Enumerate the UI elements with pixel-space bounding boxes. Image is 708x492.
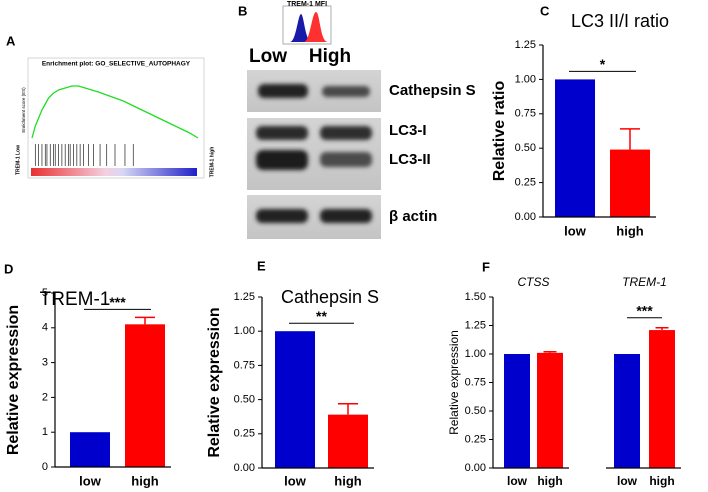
y-tick-label: 3 (42, 357, 48, 369)
y-tick-label: 5 (42, 287, 48, 299)
group-label: TREM-1 (622, 275, 667, 289)
error-bar (543, 350, 557, 353)
y-tick-label: 0.00 (234, 462, 255, 474)
y-tick-label: 1.00 (234, 325, 255, 337)
bar (614, 354, 640, 468)
y-tick-label: 1.00 (465, 348, 486, 360)
x-tick-label: high (537, 474, 562, 488)
panel-letter: E (257, 258, 266, 273)
significance: ** (316, 308, 327, 324)
y-tick-label: 4 (42, 322, 48, 334)
y-tick-label: 0 (42, 461, 48, 473)
x-tick-label: high (131, 473, 158, 488)
panel-letter: A (6, 33, 16, 48)
x-tick-label: low (617, 474, 638, 488)
blot-actin (247, 195, 381, 239)
blot-lc3 (247, 118, 381, 190)
histogram-high (304, 12, 328, 42)
bar (610, 149, 650, 217)
y-tick-label: 1.25 (234, 291, 255, 303)
error-bar (655, 327, 669, 331)
group-label: High (309, 46, 351, 67)
rank-gradient (31, 168, 197, 176)
enrichment-frame (27, 57, 205, 179)
bar (504, 354, 530, 468)
x-tick-label: high (334, 473, 361, 488)
y-axis-label: Relative ratio (491, 81, 508, 182)
y-tick-label: 0.25 (515, 177, 536, 189)
y-tick-label: 0.50 (515, 142, 536, 154)
high-label: TREM-1 high (209, 147, 215, 178)
error-bar (620, 128, 640, 150)
chart-title: Enrichment plot: GO_SELECTIVE_AUTOPHAGY (42, 61, 191, 68)
y-tick-label: 0.75 (515, 108, 536, 120)
x-tick-label: low (507, 474, 528, 488)
y-tick-label: 0.50 (465, 405, 486, 417)
x-tick-label: high (649, 474, 674, 488)
panel-letter: D (4, 261, 13, 276)
y-tick-label: 1.25 (465, 319, 486, 331)
y-tick-label: 2 (42, 391, 48, 403)
x-tick-label: low (79, 473, 102, 488)
group-label: CTSS (517, 275, 549, 289)
y-tick-label: 0.00 (465, 462, 486, 474)
x-tick-label: low (284, 473, 307, 488)
error-bar (135, 316, 155, 325)
bar (70, 432, 110, 467)
x-tick-label: low (564, 223, 587, 238)
bar (275, 331, 315, 468)
x-tick-label: high (616, 223, 643, 238)
panel-letter: C (540, 3, 550, 18)
bar (328, 414, 368, 468)
y-tick-label: 0.75 (234, 359, 255, 371)
y-tick-label: 0.75 (465, 376, 486, 388)
y-tick-label: 0.50 (234, 394, 255, 406)
bar (649, 330, 675, 468)
y-axis-label: Relative expression (5, 305, 22, 455)
y-tick-label: 0.25 (234, 428, 255, 440)
panel-letter: F (482, 259, 490, 274)
y-tick-label: 0.25 (465, 433, 486, 445)
chart-title: Cathepsin S (281, 287, 379, 307)
enrichment-line (31, 85, 199, 139)
low-label: TREM-1 Low (15, 145, 21, 175)
y-axis-label: Relative expression (447, 330, 461, 435)
inset-title: TREM-1 MFI (287, 1, 327, 8)
chart-title: LC3 II/I ratio (571, 11, 669, 31)
error-bar (338, 402, 358, 415)
significance: * (600, 56, 606, 72)
y-axis-label: Enrichment score (ES) (21, 87, 26, 133)
y-tick-label: 1.50 (465, 291, 486, 303)
panel-letter: B (238, 3, 247, 18)
y-tick-label: 1.25 (515, 39, 536, 51)
band-label: LC3-II (389, 151, 431, 168)
bar (125, 324, 165, 467)
bar (555, 79, 595, 218)
chart-title: TREM-1 (40, 289, 111, 310)
band-label: Cathepsin S (389, 82, 476, 99)
band-label: LC3-I (389, 122, 427, 139)
band-label: β actin (389, 208, 437, 225)
bar (537, 352, 563, 468)
histogram-low (290, 14, 312, 42)
significance: *** (109, 294, 126, 310)
blot-cathepsin (247, 70, 381, 112)
significance: *** (636, 302, 653, 318)
y-tick-label: 1 (42, 426, 48, 438)
group-label: Low (249, 46, 287, 67)
y-axis-label: Relative expression (206, 307, 223, 457)
y-tick-label: 0.00 (515, 211, 536, 223)
y-tick-label: 1.00 (515, 73, 536, 85)
